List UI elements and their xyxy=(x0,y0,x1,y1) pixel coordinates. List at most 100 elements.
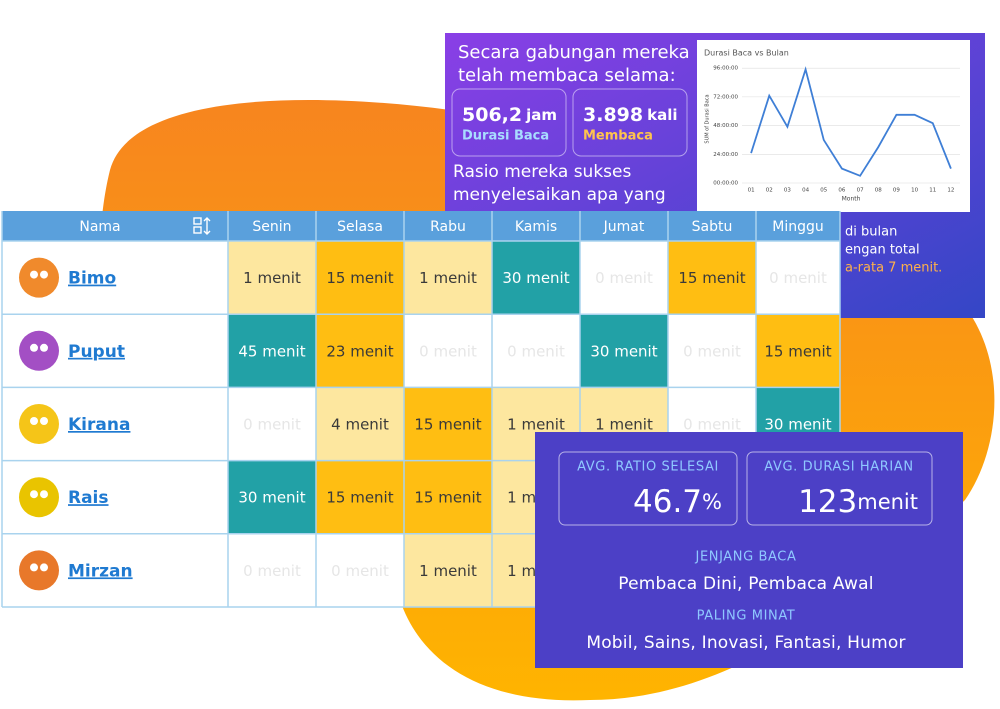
value: 46.7 xyxy=(633,484,702,520)
column-header: Nama xyxy=(79,219,120,235)
table-cell xyxy=(404,314,492,388)
cell-text: 30 menit xyxy=(764,416,831,434)
sort-icon xyxy=(193,226,202,234)
student-name[interactable]: Rais xyxy=(68,488,109,508)
ratio-value: 46.7% xyxy=(633,484,722,520)
cell-text: 15 menit xyxy=(414,416,481,434)
x-tick-label: 01 xyxy=(748,188,755,194)
cell-text: 1 menit xyxy=(595,416,653,434)
y-tick-label: 72:00:00 xyxy=(713,94,738,100)
unit: menit xyxy=(857,490,918,514)
student-name[interactable]: Bimo xyxy=(68,269,116,289)
avatar xyxy=(19,477,59,518)
cell-text: 15 menit xyxy=(764,342,831,360)
unit: % xyxy=(702,490,722,514)
avatar-eye xyxy=(40,270,48,279)
card-background xyxy=(535,432,963,668)
table-cell xyxy=(228,241,316,315)
ratio-text: menyelesaikan apa yang xyxy=(453,185,666,205)
table-cell xyxy=(228,314,316,388)
x-tick-label: 06 xyxy=(838,188,845,194)
sort-icon xyxy=(193,217,202,225)
cell-text: 0 menit xyxy=(507,342,565,360)
table-cell xyxy=(404,387,492,461)
x-tick-label: 08 xyxy=(875,188,882,194)
interest: Mobil, Sains, Inovasi, Fantasi, Humor xyxy=(586,633,905,653)
daily-value: 123menit xyxy=(798,484,918,520)
table-cell xyxy=(316,387,404,461)
cell-text: 1 menit xyxy=(243,269,301,287)
chart-panel xyxy=(697,40,970,212)
avatar-eye xyxy=(40,563,48,572)
avatar-eye xyxy=(30,563,38,572)
chart-title: Durasi Baca vs Bulan xyxy=(704,49,789,58)
avatar-eye xyxy=(30,490,38,499)
summary-fragment: di bulan xyxy=(845,225,897,240)
duration-box xyxy=(451,88,567,157)
ratio-text: Rasio mereka sukses xyxy=(453,162,631,182)
column-header[interactable]: Senin xyxy=(252,219,291,235)
cell-text: 30 menit xyxy=(502,269,569,287)
table-cell xyxy=(668,241,756,315)
table-cell xyxy=(404,533,492,607)
cell-text: 45 menit xyxy=(238,342,305,360)
table-cell xyxy=(580,241,668,315)
daily-box xyxy=(746,451,933,526)
level-label: JENJANG BACA xyxy=(695,550,797,565)
column-header[interactable]: Kamis xyxy=(515,219,557,235)
summary-fragment: engan total xyxy=(845,243,920,258)
avatar xyxy=(19,550,59,591)
student-name[interactable]: Puput xyxy=(68,342,125,362)
avatar-eye xyxy=(30,343,38,352)
avatar-eye xyxy=(30,417,38,425)
value: 123 xyxy=(798,484,857,520)
y-axis-title: SUM of Durasi Baca xyxy=(705,94,711,143)
x-tick-label: 05 xyxy=(820,188,827,194)
count-box xyxy=(572,88,688,157)
avatar-eye xyxy=(40,417,48,425)
sort-button[interactable] xyxy=(193,217,211,235)
cell-text: 15 menit xyxy=(326,269,393,287)
table-cell xyxy=(228,387,316,461)
student-name[interactable]: Mirzan xyxy=(68,561,133,581)
interest-label: PALING MINAT xyxy=(697,609,796,624)
ratio-label: AVG. RATIO SELESAI xyxy=(577,460,719,475)
value: 506,2 xyxy=(462,104,522,126)
table-cell xyxy=(228,533,316,607)
cell-text: 1 menit xyxy=(507,416,565,434)
unit: jam xyxy=(525,106,557,124)
level: Pembaca Dini, Pembaca Awal xyxy=(618,574,873,594)
duration-value: 506,2 jam xyxy=(462,104,557,126)
summary-title: Secara gabungan mereka xyxy=(458,42,690,63)
cell-text: 0 menit xyxy=(769,269,827,287)
avatar xyxy=(19,257,59,298)
table-cell xyxy=(492,314,580,388)
avatar-eye xyxy=(30,270,38,279)
table-cell xyxy=(316,314,404,388)
column-header[interactable]: Sabtu xyxy=(692,219,733,235)
cell-text: 30 menit xyxy=(238,489,305,507)
count-value: 3.898 kali xyxy=(583,104,678,126)
x-tick-label: 11 xyxy=(929,188,936,194)
avatar-eye xyxy=(40,343,48,352)
y-tick-label: 96:00:00 xyxy=(713,66,738,72)
x-tick-label: 09 xyxy=(893,188,900,194)
line-series xyxy=(750,66,952,177)
column-header[interactable]: Rabu xyxy=(430,219,466,235)
cell-text: 0 menit xyxy=(419,342,477,360)
column-header[interactable]: Selasa xyxy=(337,219,383,235)
column-header[interactable]: Minggu xyxy=(772,219,824,235)
cell-text: 4 menit xyxy=(331,416,389,434)
value: 3.898 xyxy=(583,104,643,126)
duration-label: Durasi Baca xyxy=(462,129,549,144)
table-cell xyxy=(316,460,404,534)
cell-text: 0 menit xyxy=(683,342,741,360)
cell-text: 23 menit xyxy=(326,342,393,360)
table-header xyxy=(2,211,840,241)
x-tick-label: 10 xyxy=(911,188,918,194)
cell-text: 0 menit xyxy=(243,562,301,580)
cell-text: 15 menit xyxy=(678,269,745,287)
column-header[interactable]: Jumat xyxy=(603,219,645,235)
student-name[interactable]: Kirana xyxy=(68,415,130,435)
table-cell xyxy=(404,241,492,315)
